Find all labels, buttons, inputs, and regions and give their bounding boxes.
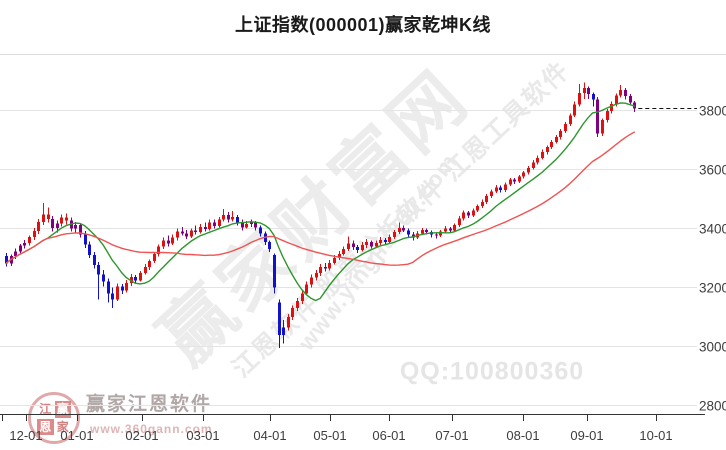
svg-text:06-01: 06-01 xyxy=(372,428,405,443)
svg-text:10-01: 10-01 xyxy=(639,428,672,443)
svg-text:2800: 2800 xyxy=(699,399,726,414)
svg-text:07-01: 07-01 xyxy=(435,428,468,443)
svg-text:03-01: 03-01 xyxy=(186,428,219,443)
svg-text:05-01: 05-01 xyxy=(313,428,346,443)
svg-text:09-01: 09-01 xyxy=(570,428,603,443)
svg-text:01-01: 01-01 xyxy=(60,428,93,443)
svg-text:12-01: 12-01 xyxy=(9,428,42,443)
svg-text:3800: 3800 xyxy=(699,104,726,119)
chart-title: 上证指数(000001)赢家乾坤K线 xyxy=(234,15,492,35)
svg-text:3400: 3400 xyxy=(699,222,726,237)
svg-text:04-01: 04-01 xyxy=(253,428,286,443)
svg-text:3200: 3200 xyxy=(699,281,726,296)
svg-text:08-01: 08-01 xyxy=(506,428,539,443)
svg-text:3600: 3600 xyxy=(699,163,726,178)
svg-text:3000: 3000 xyxy=(699,340,726,355)
svg-text:02-01: 02-01 xyxy=(125,428,158,443)
